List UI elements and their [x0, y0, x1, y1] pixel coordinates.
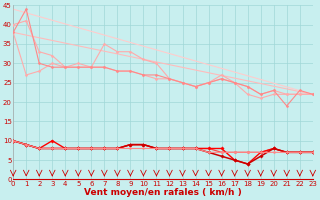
X-axis label: Vent moyen/en rafales ( km/h ): Vent moyen/en rafales ( km/h ): [84, 188, 242, 197]
